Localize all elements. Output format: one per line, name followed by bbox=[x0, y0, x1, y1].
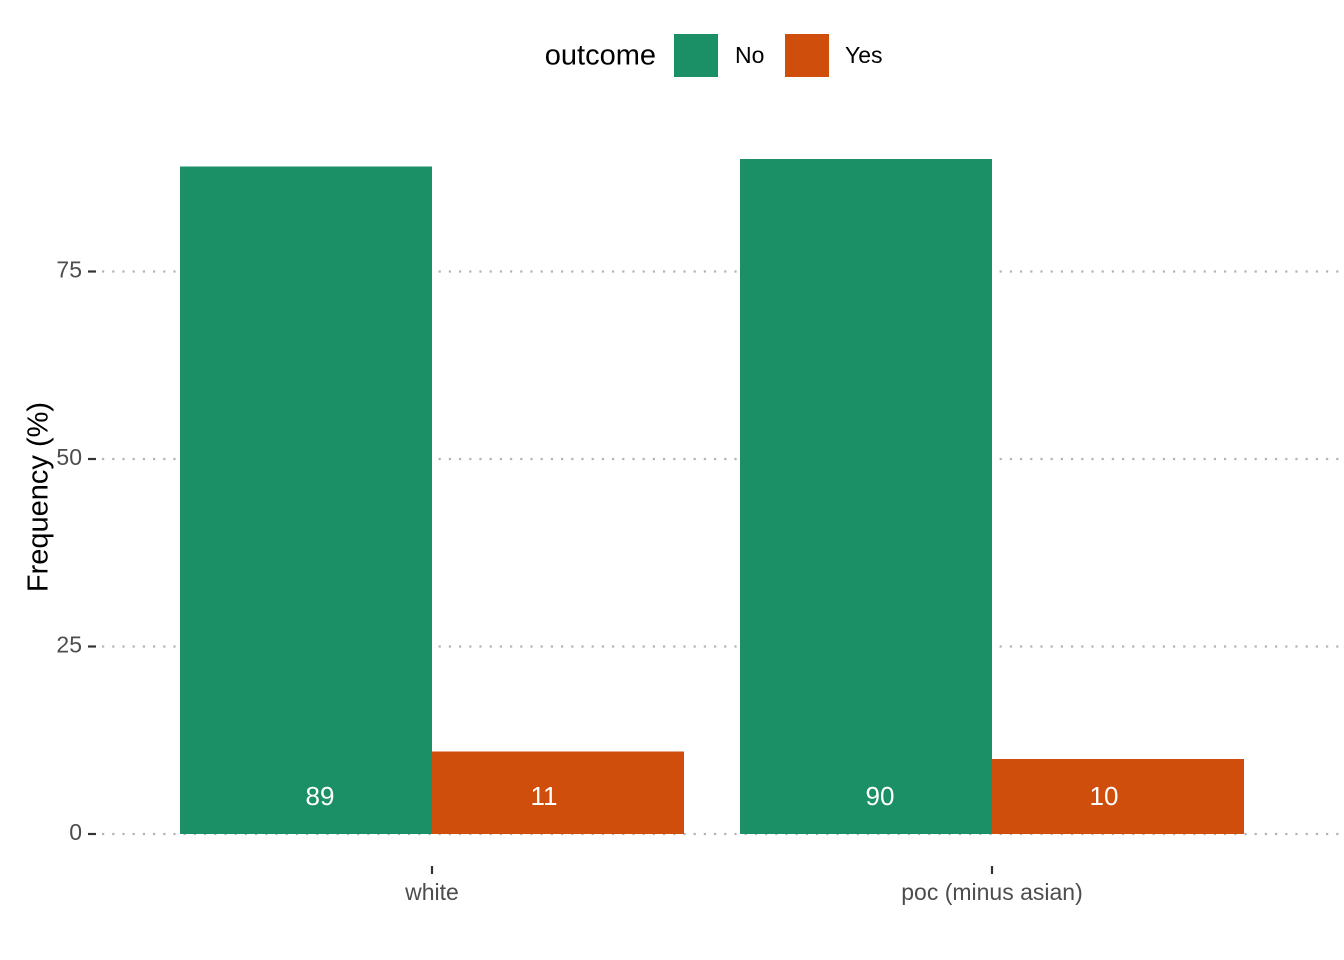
y-tick-label: 25 bbox=[56, 632, 82, 658]
legend-key-yes bbox=[785, 34, 829, 77]
legend-title: outcome bbox=[545, 40, 656, 72]
legend-label-yes: Yes bbox=[845, 42, 883, 68]
bar-yes-0 bbox=[432, 751, 684, 834]
bar-no-1 bbox=[740, 159, 992, 834]
bar-no-0 bbox=[180, 166, 432, 834]
bar-value-label: 10 bbox=[1090, 781, 1119, 811]
bar-value-label: 90 bbox=[866, 781, 895, 811]
x-tick-label: poc (minus asian) bbox=[901, 879, 1083, 905]
x-tick-label: white bbox=[404, 879, 459, 905]
y-tick-label: 0 bbox=[69, 819, 82, 845]
y-axis-title: Frequency (%) bbox=[23, 402, 55, 592]
bar-value-label: 89 bbox=[306, 781, 335, 811]
legend-label-no: No bbox=[735, 42, 764, 68]
legend-key-no bbox=[674, 34, 718, 77]
y-axis: 0 25 50 75 bbox=[56, 257, 96, 845]
y-tick-label: 75 bbox=[56, 257, 82, 283]
legend: outcome No Yes bbox=[545, 34, 883, 77]
bar-value-label: 11 bbox=[531, 781, 558, 811]
y-tick-label: 50 bbox=[56, 444, 82, 470]
bars: 89 11 90 10 bbox=[180, 159, 1244, 834]
x-axis: white poc (minus asian) bbox=[404, 866, 1083, 905]
bar-yes-1 bbox=[992, 759, 1244, 834]
